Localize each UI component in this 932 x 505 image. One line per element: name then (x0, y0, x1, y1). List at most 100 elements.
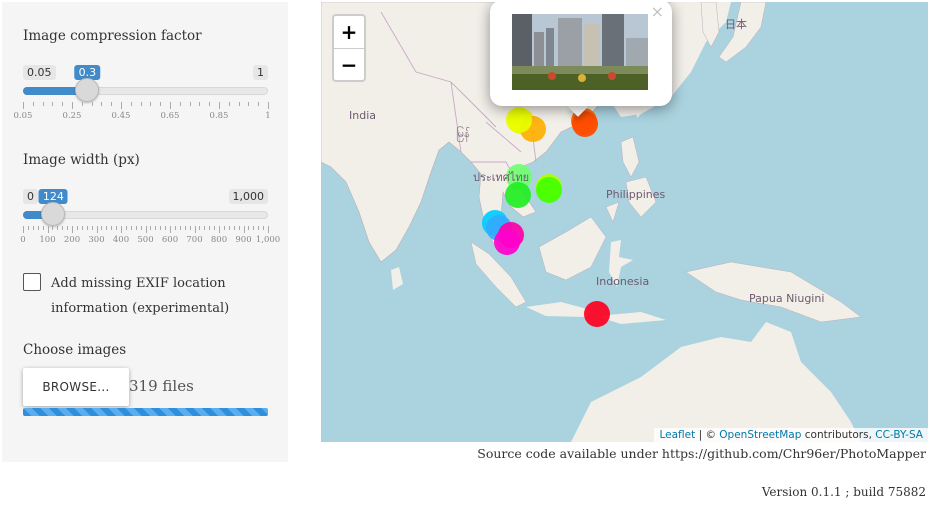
width-tick (199, 226, 201, 230)
zoom-in-button[interactable]: + (334, 16, 364, 49)
width-tick (106, 226, 108, 230)
zoom-out-button[interactable]: − (340, 53, 358, 77)
width-tick (27, 226, 29, 230)
land-korea (700, 2, 720, 48)
close-icon[interactable]: × (650, 2, 664, 21)
label-myanmar: မြန် (456, 127, 470, 140)
compression-tick-label: 0.45 (111, 111, 131, 121)
width-tick (189, 226, 191, 230)
width-tick (101, 226, 103, 230)
width-tick (130, 226, 132, 230)
width-tick (233, 226, 235, 230)
popup-photo[interactable] (512, 14, 648, 90)
width-tick-label: 200 (63, 235, 81, 245)
width-value: 124 (38, 189, 68, 204)
photo-marker[interactable] (584, 301, 610, 327)
photo-marker[interactable] (505, 182, 531, 208)
compression-tick-label: 0.85 (209, 111, 229, 121)
compression-tick (130, 102, 132, 106)
width-tick-label: 1,000 (255, 235, 281, 245)
map-view[interactable]: India မြန် ประเทศไทย Philippines Indones… (321, 2, 928, 442)
compression-tick-label: 0.65 (160, 111, 180, 121)
width-tick (76, 226, 78, 230)
width-tick (91, 226, 93, 230)
width-tick (67, 226, 69, 230)
compression-tick (179, 102, 181, 106)
sidebar-panel: Image compression factor 0.05 1 0.3 0.05… (2, 2, 288, 462)
zoom-control: + − (332, 14, 366, 82)
osm-link[interactable]: OpenStreetMap (719, 429, 802, 441)
width-tick-labels: 0 100 200 300 400 500 600 700 800 900 1,000 (20, 235, 280, 247)
land-java (526, 302, 591, 317)
license-link[interactable]: CC-BY-SA (875, 429, 923, 441)
width-tick (121, 226, 122, 233)
source-code-note: Source code available under https://gith… (477, 446, 926, 461)
width-tick (47, 226, 49, 233)
land-sunda (596, 312, 666, 324)
compression-tick (160, 102, 162, 106)
compression-tick (219, 102, 220, 109)
width-tick (209, 226, 211, 230)
width-tick (125, 226, 127, 230)
width-tick-label: 400 (112, 235, 130, 245)
width-tick (219, 226, 220, 233)
width-tick (194, 226, 196, 233)
width-tick (23, 226, 24, 233)
compression-tick-label: 1 (265, 111, 271, 121)
width-handle[interactable] (41, 202, 66, 226)
land-japan (718, 2, 767, 63)
compression-tick (150, 102, 152, 106)
compression-tick-label: 0.05 (13, 111, 33, 121)
photo-marker[interactable] (572, 111, 598, 137)
width-tick (223, 226, 225, 230)
width-ticks (23, 226, 269, 234)
width-tick-label: 100 (39, 235, 56, 245)
compression-handle[interactable] (75, 78, 100, 102)
width-tick (204, 226, 206, 230)
exif-checkbox-label[interactable]: Add missing EXIF location information (e… (51, 276, 230, 316)
width-tick (111, 226, 113, 230)
compression-fill (23, 87, 88, 95)
attribution-contributors: contributors, (801, 429, 876, 441)
photo-marker[interactable] (494, 229, 520, 255)
compression-tick (42, 102, 44, 106)
width-tick (170, 226, 171, 233)
width-tick (57, 226, 59, 230)
compression-tick (238, 102, 240, 106)
width-tick (96, 226, 98, 233)
width-tick-label: 300 (88, 235, 105, 245)
compression-tick (32, 102, 34, 106)
leaflet-link[interactable]: Leaflet (659, 429, 696, 441)
width-tick (81, 226, 83, 230)
land-philippines (605, 136, 657, 223)
compression-tick (140, 102, 142, 106)
upload-progress-bar (23, 408, 268, 416)
label-papua: Papua Niugini (749, 292, 825, 305)
map-attribution: Leaflet | © OpenStreetMap contributors, … (654, 428, 928, 442)
label-india: India (349, 109, 376, 122)
width-tick (52, 226, 54, 230)
photo-markers (482, 107, 610, 327)
width-tick-label: 0 (20, 235, 26, 245)
width-slider[interactable]: 0 1,000 124 0 100 200 300 400 500 600 700 800 900… (20, 189, 280, 259)
compression-tick (189, 102, 191, 106)
width-tick (184, 226, 186, 230)
compression-slider[interactable]: 0.05 1 0.3 0.05 0.25 0.45 0.65 0.85 1 (14, 65, 271, 135)
photo-marker[interactable] (506, 107, 532, 133)
compression-tick (81, 102, 83, 106)
width-tick (238, 226, 240, 230)
width-fill (23, 211, 54, 219)
width-min: 0 (23, 189, 38, 204)
browse-button[interactable]: BROWSE... (23, 368, 129, 406)
width-tick-label: 500 (137, 235, 154, 245)
width-tick (165, 226, 167, 230)
compression-tick (209, 102, 211, 106)
exif-checkbox[interactable] (23, 273, 41, 291)
compression-max: 1 (253, 65, 268, 80)
width-tick (135, 226, 137, 230)
photo-marker[interactable] (536, 177, 562, 203)
width-label: Image width (px) (23, 152, 140, 168)
compression-tick (258, 102, 260, 106)
width-tick (160, 226, 162, 230)
compression-tick (121, 102, 122, 109)
